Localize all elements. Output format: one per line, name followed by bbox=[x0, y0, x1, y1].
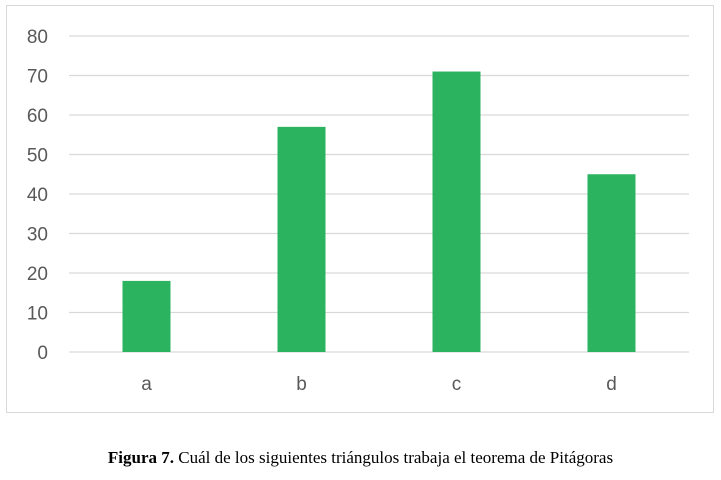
caption-label: Figura 7. bbox=[107, 448, 175, 467]
y-tick-label: 10 bbox=[27, 304, 48, 325]
y-tick-label: 20 bbox=[27, 264, 48, 285]
gridlines bbox=[69, 35, 689, 353]
bars bbox=[122, 71, 636, 353]
y-tick-label: 40 bbox=[27, 185, 48, 206]
chart-frame: 0 10 20 30 40 50 60 70 80 a b c d bbox=[6, 5, 714, 413]
caption-text: Cuál de los siguientes triángulos trabaj… bbox=[174, 448, 614, 467]
x-tick-label: b bbox=[296, 374, 307, 395]
bar-a bbox=[122, 280, 171, 352]
y-tick-label: 70 bbox=[27, 67, 48, 88]
bar-c bbox=[432, 71, 481, 353]
y-tick-label: 60 bbox=[27, 106, 48, 127]
y-tick-label: 30 bbox=[27, 225, 48, 246]
y-tick-label: 50 bbox=[27, 146, 48, 167]
bar-b bbox=[277, 126, 326, 352]
figure-caption: Figura 7. Cuál de los siguientes triángu… bbox=[0, 448, 721, 468]
y-tick-label: 0 bbox=[37, 343, 48, 364]
x-tick-label: d bbox=[606, 374, 617, 395]
bar-chart: 0 10 20 30 40 50 60 70 80 a b c d bbox=[27, 27, 689, 395]
x-tick-label: a bbox=[141, 374, 152, 395]
y-axis-tick-labels: 0 10 20 30 40 50 60 70 80 bbox=[27, 27, 48, 364]
bar-d bbox=[587, 174, 636, 352]
x-axis-tick-labels: a b c d bbox=[141, 374, 617, 395]
y-tick-label: 80 bbox=[27, 27, 48, 48]
x-tick-label: c bbox=[452, 374, 462, 395]
